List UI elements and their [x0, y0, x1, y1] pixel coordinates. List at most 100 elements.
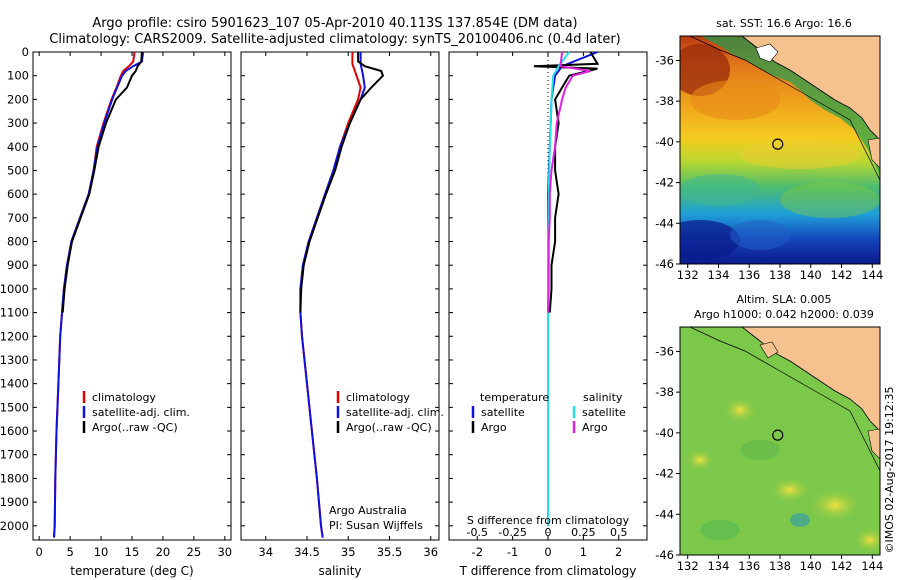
map-x-tick-label: 134	[707, 559, 729, 573]
y-tick-label: 100	[7, 69, 29, 83]
salinity-y-ticks	[241, 51, 439, 527]
sla-x-ticks: 132 134 136 138 140 142 144	[677, 555, 883, 573]
diff-line-salinity-satellite	[547, 51, 571, 526]
legend-label-argo: Argo(..raw -QC)	[346, 421, 432, 434]
x-tick-label: 35.5	[377, 545, 403, 559]
y-tick-label: 1800	[0, 471, 29, 485]
sst-map-title: sat. SST: 16.6 Argo: 16.6	[716, 17, 852, 30]
y-tick-label: 300	[7, 116, 29, 130]
y-tick-label: 800	[7, 235, 29, 249]
credit-argo-australia: Argo Australia	[329, 504, 407, 517]
map-x-tick-label: 132	[677, 559, 699, 573]
x-tick-label: 0	[36, 545, 43, 559]
map-y-tick-label: -36	[655, 53, 674, 67]
map-y-tick-label: -38	[655, 94, 674, 108]
sla-land-island	[759, 341, 779, 359]
series-line-argo-raw-qc	[299, 52, 385, 313]
salinity-panel: 34 34.5 35 35.5 36 salinity climatology sate…	[240, 51, 444, 578]
y-tick-label: 1400	[0, 377, 29, 391]
sst-heatmap	[680, 36, 880, 264]
difference-panel: -2 -1 0 1 2 -0.5 -0.25 0 0.25 0.5 S difference f…	[448, 51, 648, 578]
map-y-tick-label: -42	[655, 467, 674, 481]
sst-land-australia	[741, 36, 880, 141]
temperature-x-label: temperature (deg C)	[70, 564, 193, 578]
y-tick-label: 1500	[0, 400, 29, 414]
salinity-lines	[299, 52, 385, 538]
figure-title-line1: Argo profile: csiro 5901623_107 05-Apr-2…	[92, 16, 577, 31]
sla-argo-location-marker	[772, 429, 784, 441]
map-y-tick-label: -38	[655, 385, 674, 399]
s-tick-label: -0.25	[498, 526, 526, 539]
legend-label-satellite: satellite-adj. clim.	[92, 406, 190, 419]
salinity-axes-frame	[240, 51, 440, 541]
x-tick-label: -1	[507, 545, 518, 559]
x-tick-label: 1	[580, 545, 587, 559]
map-y-tick-label: -44	[655, 507, 674, 521]
difference-s-ticks: -0.5-0.2500.250.5	[467, 526, 628, 539]
legend-label-climatology: climatology	[346, 391, 410, 404]
diff-line-temperature-argo	[533, 51, 600, 313]
x-tick-label: 25	[187, 545, 202, 559]
legend-label-satellite: satellite-adj. clim.	[346, 406, 444, 419]
map-y-tick-label: -46	[655, 548, 674, 562]
map-y-tick-label: -40	[655, 426, 674, 440]
sla-map-panel: Altim. SLA: 0.005 Argo h1000: 0.042 h200…	[655, 293, 883, 573]
map-y-tick-label: -40	[655, 135, 674, 149]
x-tick-label: 10	[94, 545, 109, 559]
series-line-climatology	[299, 52, 362, 538]
sst-land-island	[755, 43, 779, 63]
diff-line-temperature-satellite	[547, 51, 598, 526]
x-tick-label: 15	[125, 545, 140, 559]
difference-y-ticks	[449, 51, 647, 527]
imos-credit: ©IMOS 02-Aug-2017 19:12:35	[883, 387, 896, 554]
legend-heading-temperature: temperature	[480, 391, 549, 404]
y-tick-label: 500	[7, 163, 29, 177]
x-tick-label: 20	[156, 545, 171, 559]
map-y-tick-label: -36	[655, 344, 674, 358]
legend-heading-salinity: salinity	[583, 391, 623, 404]
series-line-satellite-adj-clim	[299, 52, 366, 538]
y-tick-label: 1300	[0, 353, 29, 367]
legend-label-argo: Argo(..raw -QC)	[92, 421, 178, 434]
x-tick-label: 34	[258, 545, 273, 559]
y-tick-label: 1100	[0, 306, 29, 320]
sla-y-ticks: -36 -38 -40 -42 -44 -46	[655, 344, 680, 562]
sst-shelf-contour	[689, 36, 880, 181]
map-x-tick-label: 132	[677, 268, 699, 282]
legend-label-t-satellite: satellite	[481, 406, 525, 419]
x-tick-label: 35	[341, 545, 356, 559]
x-tick-label: 36	[423, 545, 438, 559]
sla-map-title-line1: Altim. SLA: 0.005	[736, 293, 831, 306]
x-tick-label: 5	[66, 545, 73, 559]
x-tick-label: 0	[544, 545, 551, 559]
temperature-x-ticks: 0 5 10 15 20 25 30	[36, 52, 232, 559]
diff-line-salinity-argo	[547, 51, 591, 313]
x-tick-label: 30	[217, 545, 232, 559]
map-x-tick-label: 138	[769, 559, 791, 573]
sla-shelf-contour	[689, 327, 880, 472]
salinity-x-ticks: 34 34.5 35 35.5 36	[258, 52, 438, 559]
map-x-tick-label: 134	[707, 268, 729, 282]
y-tick-label: 1900	[0, 495, 29, 509]
map-y-tick-label: -44	[655, 216, 674, 230]
salinity-legend: climatology satellite-adj. clim. Argo(..…	[336, 391, 444, 434]
legend-label-s-satellite: satellite	[582, 406, 626, 419]
y-tick-label: 200	[7, 92, 29, 106]
difference-x-ticks: -2 -1 0 1 2	[472, 52, 622, 559]
s-difference-label: S difference from climatology	[467, 514, 630, 527]
legend-label-climatology: climatology	[92, 391, 156, 404]
sst-argo-location-marker	[772, 138, 784, 150]
map-x-tick-label: 136	[738, 559, 760, 573]
y-tick-label: 600	[7, 187, 29, 201]
map-y-tick-label: -42	[655, 176, 674, 190]
sst-land-tasmania	[867, 137, 880, 169]
y-tick-label: 2000	[0, 519, 29, 533]
sla-heatmap	[680, 327, 880, 555]
legend-label-t-argo: Argo	[481, 421, 507, 434]
y-tick-label: 400	[7, 140, 29, 154]
sla-land-tasmania	[867, 428, 880, 460]
sst-x-ticks: 132 134 136 138 140 142 144	[677, 264, 883, 282]
t-difference-label: T difference from climatology	[459, 564, 637, 578]
sst-map-panel: sat. SST: 16.6 Argo: 16.6 132 134 136 138 14…	[655, 17, 883, 282]
